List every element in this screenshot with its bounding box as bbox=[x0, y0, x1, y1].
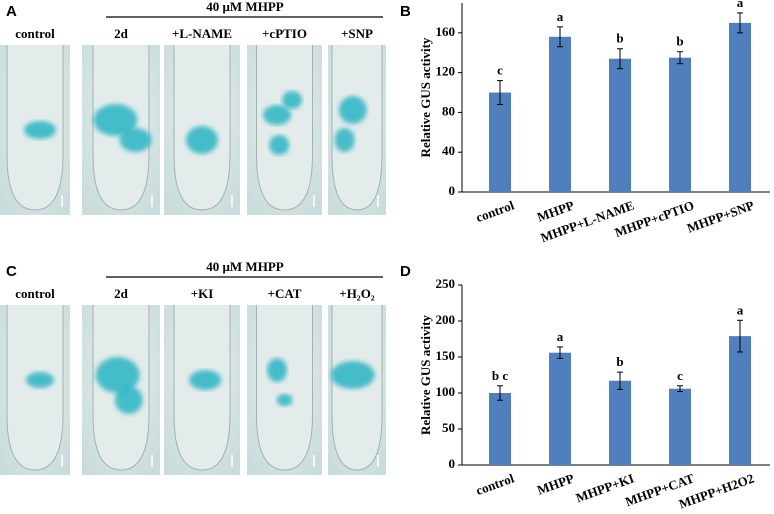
gus-stain bbox=[93, 104, 138, 136]
bar bbox=[609, 58, 631, 192]
gus-stain bbox=[186, 126, 218, 154]
significance-letter: b bbox=[676, 34, 683, 49]
y-tick-label: 0 bbox=[449, 456, 456, 471]
column-label: +cPTIO bbox=[262, 26, 307, 41]
y-tick-label: 150 bbox=[436, 348, 456, 363]
panel-letter: A bbox=[6, 3, 17, 20]
y-tick-label: 80 bbox=[442, 103, 455, 118]
bar bbox=[489, 393, 511, 465]
gus-stain bbox=[269, 135, 290, 155]
x-tick-label: MHPP bbox=[535, 471, 576, 498]
root-micrograph bbox=[328, 305, 386, 475]
bar bbox=[549, 352, 571, 465]
treatment-header: 40 μM MHPP bbox=[206, 0, 283, 14]
treatment-header: 40 μM MHPP bbox=[206, 259, 283, 274]
column-label: +L-NAME bbox=[172, 26, 232, 41]
root-outline bbox=[6, 305, 64, 471]
column-label: +KI bbox=[191, 286, 214, 301]
root-micrograph bbox=[328, 45, 386, 215]
significance-letter: b c bbox=[492, 368, 508, 383]
gus-stain bbox=[334, 128, 355, 152]
column-label: +CAT bbox=[268, 286, 302, 301]
y-axis-label: Relative GUS activity bbox=[418, 37, 433, 157]
root-micrograph bbox=[247, 45, 322, 215]
gus-stain bbox=[338, 96, 367, 124]
x-tick-label: control bbox=[474, 470, 517, 498]
gus-stain bbox=[189, 370, 222, 390]
bar bbox=[669, 388, 691, 465]
y-tick-label: 40 bbox=[442, 143, 455, 158]
y-tick-label: 250 bbox=[436, 276, 456, 291]
significance-letter: a bbox=[737, 302, 744, 317]
gus-stain bbox=[263, 105, 291, 125]
bar bbox=[669, 57, 691, 192]
column-label: 2d bbox=[114, 286, 129, 301]
significance-letter: b bbox=[616, 354, 623, 369]
gus-stain bbox=[330, 361, 375, 389]
y-axis-label: Relative GUS activity bbox=[418, 315, 433, 435]
bar bbox=[729, 22, 751, 192]
root-micrograph bbox=[82, 45, 160, 215]
y-tick-label: 0 bbox=[449, 183, 456, 198]
column-label: control bbox=[15, 286, 55, 301]
y-tick-label: 160 bbox=[436, 24, 456, 39]
gus-stain bbox=[26, 372, 54, 388]
gus-stain bbox=[24, 121, 56, 139]
y-tick-label: 100 bbox=[436, 384, 456, 399]
root-micrograph bbox=[164, 305, 240, 475]
significance-letter: b bbox=[616, 31, 623, 46]
significance-letter: a bbox=[557, 9, 564, 24]
bar bbox=[729, 336, 751, 465]
root-micrograph bbox=[0, 305, 70, 475]
root-outline bbox=[256, 305, 313, 471]
y-tick-label: 50 bbox=[442, 420, 455, 435]
significance-letter: a bbox=[557, 329, 564, 344]
panel-letter: B bbox=[400, 3, 411, 20]
significance-letter: c bbox=[497, 63, 503, 78]
root-micrograph bbox=[247, 305, 322, 475]
bar bbox=[549, 36, 571, 193]
gus-stain bbox=[267, 358, 287, 382]
gus-stain bbox=[95, 357, 140, 393]
panel-letter: C bbox=[6, 263, 17, 280]
root-micrograph bbox=[0, 45, 70, 215]
significance-letter: c bbox=[677, 368, 683, 383]
y-tick-label: 120 bbox=[436, 64, 456, 79]
gus-stain bbox=[119, 128, 152, 152]
root-outline bbox=[256, 45, 313, 211]
y-tick-label: 200 bbox=[436, 312, 456, 327]
root-micrograph bbox=[82, 305, 160, 475]
column-label: +H₂O₂ bbox=[339, 286, 375, 301]
column-label: 2d bbox=[114, 26, 129, 41]
x-tick-label: MHPP+SNP bbox=[685, 198, 756, 236]
significance-letter: a bbox=[737, 0, 744, 10]
bar bbox=[609, 380, 631, 465]
root-micrograph bbox=[164, 45, 240, 215]
gus-stain bbox=[282, 91, 302, 109]
bar bbox=[489, 92, 511, 192]
panel-letter: D bbox=[400, 263, 411, 280]
gus-stain bbox=[276, 394, 293, 406]
column-label: +SNP bbox=[341, 26, 373, 41]
root-outline bbox=[331, 45, 383, 211]
column-label: control bbox=[15, 26, 55, 41]
x-tick-label: control bbox=[474, 197, 517, 225]
gus-stain bbox=[114, 386, 143, 414]
